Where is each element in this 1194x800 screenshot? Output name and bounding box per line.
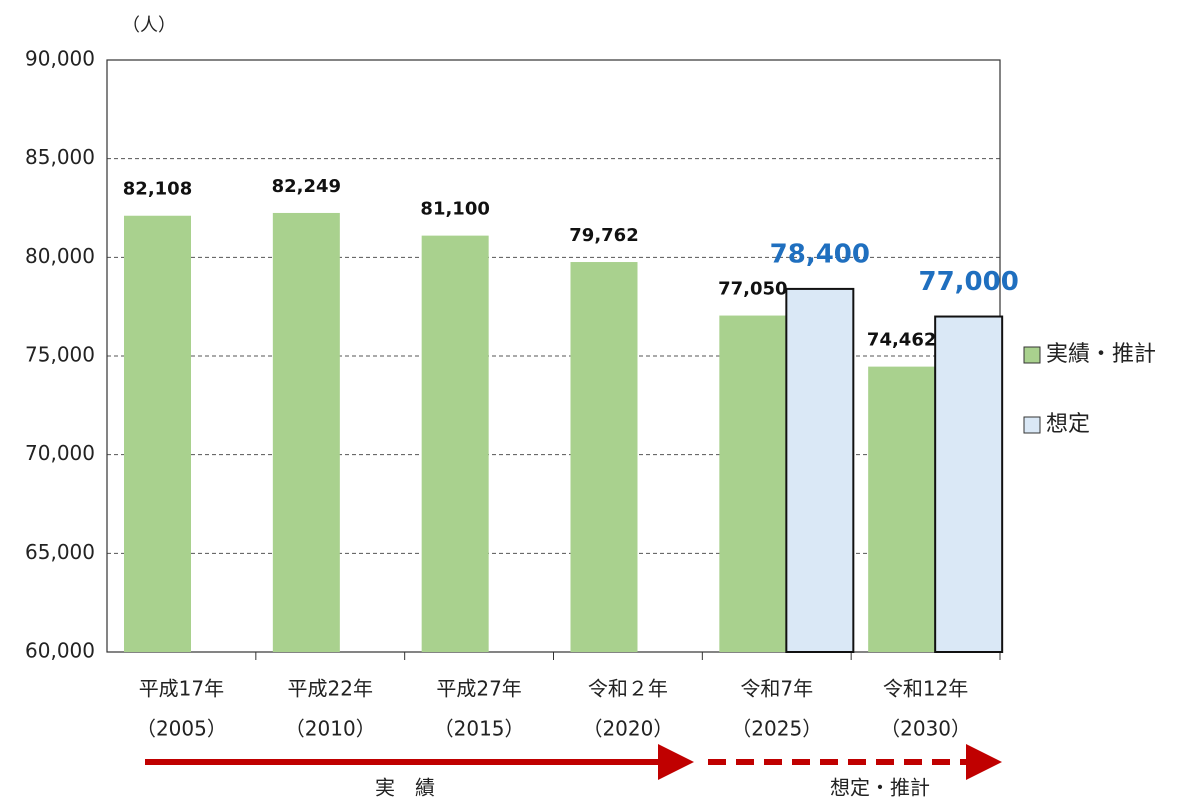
x-tick-label: 平成27年 [436, 677, 521, 701]
legend-label: 実績・推計 [1046, 342, 1156, 367]
x-tick-label: 令和7年 [740, 677, 813, 701]
legend-label: 想定 [1046, 412, 1090, 437]
y-tick-label: 90,000 [25, 47, 95, 71]
x-tick-label: 平成17年 [139, 677, 224, 701]
x-tick-label: （2015） [434, 717, 525, 741]
y-tick-label: 85,000 [25, 145, 95, 169]
y-tick-label: 60,000 [25, 639, 95, 663]
x-tick-label: （2025） [731, 717, 822, 741]
data-label: 74,462 [867, 330, 936, 351]
bar [934, 315, 1004, 653]
x-tick-label: 令和12年 [883, 677, 968, 701]
bar [272, 212, 340, 652]
data-label: 79,762 [569, 225, 638, 246]
bar [570, 262, 638, 652]
y-tick-label: 65,000 [25, 540, 95, 564]
annotation: 実 績 [375, 776, 435, 800]
x-tick-label: 令和２年 [588, 677, 668, 701]
data-label: 81,100 [420, 199, 489, 220]
y-axis-label: （人） [122, 15, 176, 36]
x-tick-label: （2030） [880, 717, 971, 741]
data-label: 82,108 [123, 179, 192, 200]
bar [421, 235, 489, 653]
annotation: 想定・推計 [830, 776, 930, 800]
bar [719, 315, 787, 652]
bar [868, 366, 936, 652]
data-label: 82,249 [272, 176, 341, 197]
y-tick-label: 80,000 [25, 244, 95, 268]
y-tick-label: 75,000 [25, 343, 95, 367]
data-label: 77,050 [718, 279, 787, 300]
legend-swatch [1023, 416, 1041, 434]
x-tick-label: （2005） [136, 717, 227, 741]
bar [785, 287, 855, 653]
bar [124, 215, 191, 652]
data-label: 78,400 [770, 239, 870, 269]
data-label: 77,000 [918, 267, 1018, 297]
legend-swatch [1023, 346, 1041, 364]
x-tick-label: （2020） [582, 717, 673, 741]
x-tick-label: 平成22年 [288, 677, 373, 701]
y-tick-label: 70,000 [25, 441, 95, 465]
x-tick-label: （2010） [285, 717, 376, 741]
